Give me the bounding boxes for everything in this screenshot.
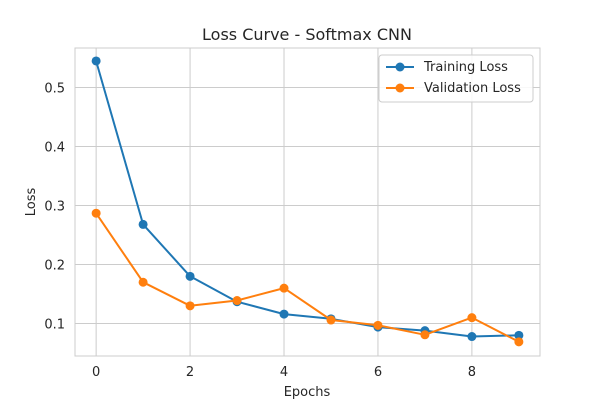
- plot-frame: [74, 47, 541, 357]
- validation-loss-point: [279, 283, 289, 293]
- training-loss-point: [279, 309, 289, 319]
- x-tick-label: 4: [280, 365, 288, 380]
- lines-layer: [91, 56, 524, 347]
- validation-loss-point: [138, 277, 148, 287]
- training-loss-line: [95, 60, 519, 338]
- y-tick-label: 0.5: [44, 82, 65, 97]
- legend-marker-training: [395, 62, 405, 72]
- x-tick-label: 2: [186, 365, 194, 380]
- ticks-layer: 0 2 4 6 8 0.1 0.2 0.3 0.4 0.5: [44, 82, 476, 380]
- validation-loss-point: [467, 313, 477, 323]
- training-loss-point: [514, 330, 524, 340]
- validation-loss-point: [420, 330, 430, 340]
- training-loss-point: [138, 219, 148, 229]
- validation-loss-point: [232, 296, 242, 306]
- x-tick-label: 8: [468, 365, 476, 380]
- y-tick-label: 0.2: [44, 259, 65, 274]
- validation-loss-point: [514, 337, 524, 347]
- legend-marker-validation: [395, 83, 405, 93]
- training-loss-point: [467, 332, 477, 342]
- x-axis-label: Epochs: [284, 385, 331, 400]
- validation-loss-point: [326, 315, 336, 325]
- validation-loss-point: [185, 301, 195, 311]
- y-axis-label: Loss: [24, 188, 39, 217]
- validation-loss-point: [91, 208, 101, 218]
- validation-loss-line: [95, 212, 520, 343]
- legend-label-training: Training Loss: [423, 60, 508, 75]
- chart-title: Loss Curve - Softmax CNN: [202, 25, 412, 44]
- y-tick-label: 0.3: [44, 200, 65, 215]
- legend: Training Loss Validation Loss: [378, 54, 534, 103]
- x-tick-label: 6: [374, 365, 382, 380]
- legend-label-validation: Validation Loss: [424, 81, 521, 96]
- training-loss-point: [185, 271, 195, 281]
- legend-box: [378, 54, 534, 103]
- x-tick-label: 0: [92, 365, 100, 380]
- y-tick-label: 0.4: [44, 141, 65, 156]
- validation-loss-point: [373, 320, 383, 330]
- y-tick-label: 0.1: [44, 318, 65, 333]
- training-loss-point: [91, 56, 101, 66]
